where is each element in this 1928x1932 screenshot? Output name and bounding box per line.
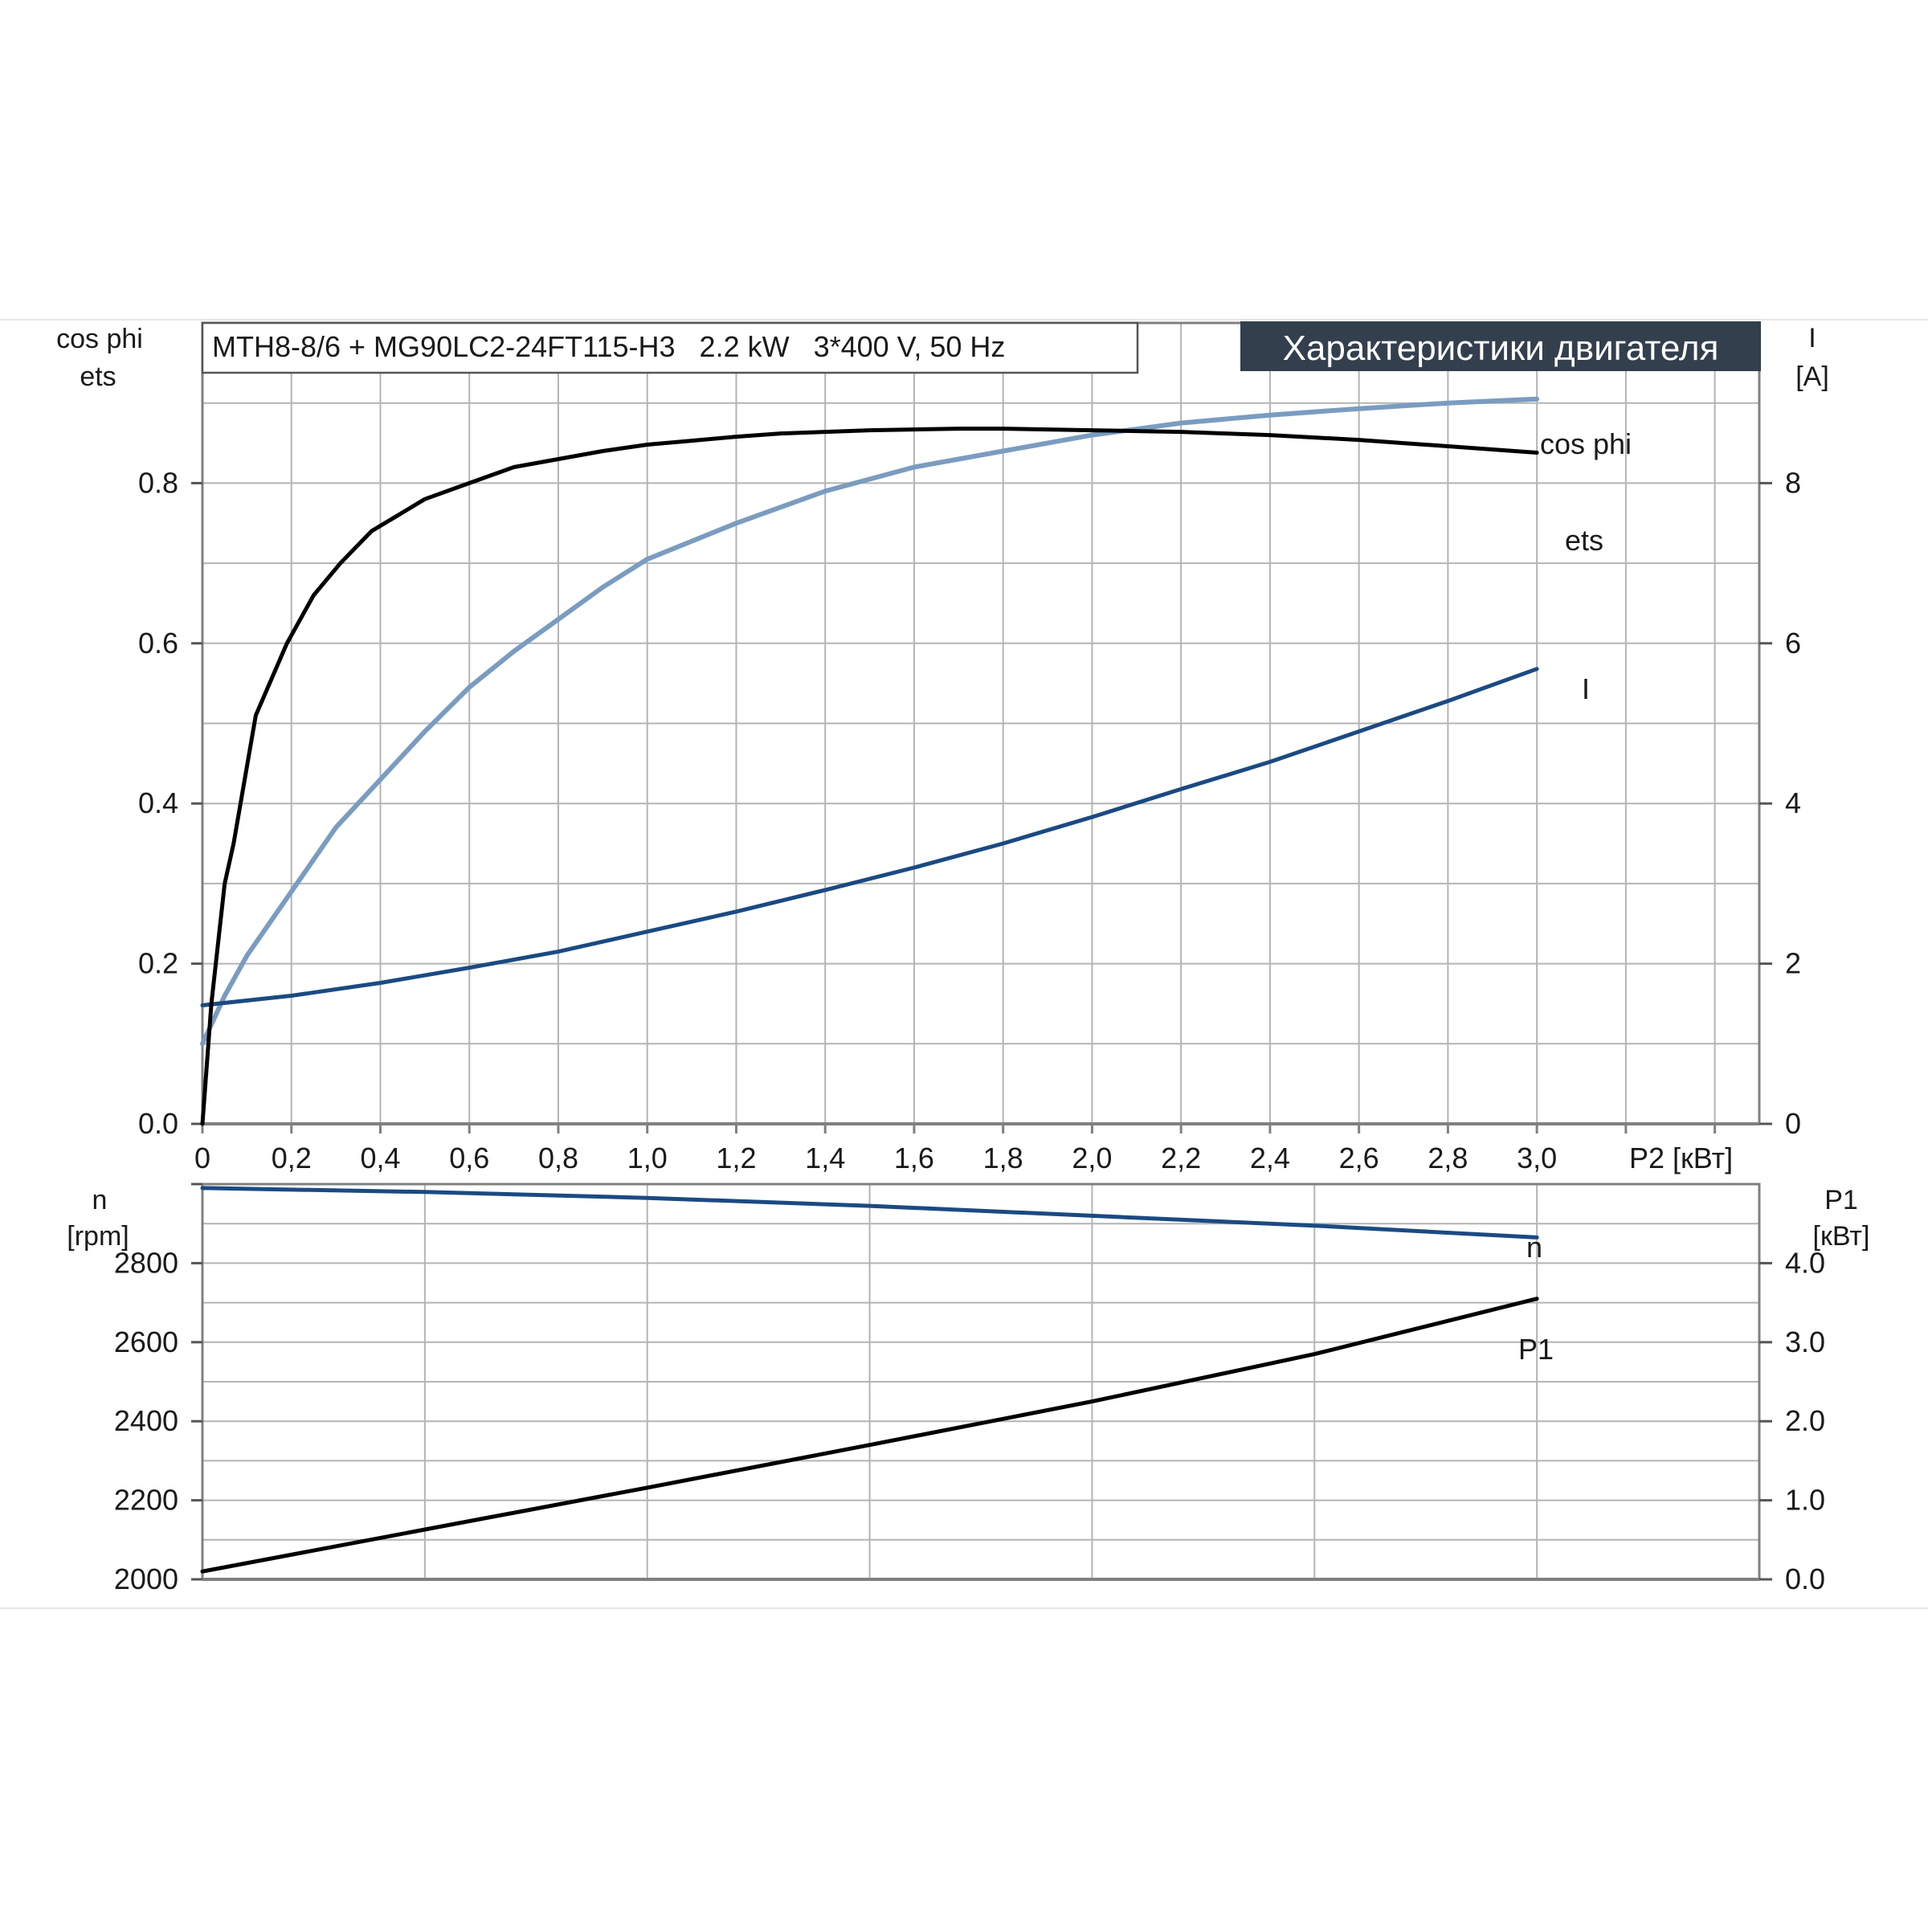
bottom-right-tick-label: 1.0 xyxy=(1785,1484,1825,1517)
bottom-right-tick-label: 0.0 xyxy=(1785,1562,1825,1595)
series-label-i: I xyxy=(1582,672,1590,705)
model-label: MTH8-8/6 + MG90LC2-24FT115-H3 2.2 kW 3*4… xyxy=(212,330,1005,363)
x-tick-label: 2,2 xyxy=(1161,1142,1201,1174)
series-line-cos-phi xyxy=(200,396,1540,1047)
title-badge-text: Характеристики двигателя xyxy=(1283,329,1719,368)
tick-labels: 0 0,2 0,4 0,6 0,8 1,0 1,2 1,4 1,6 1,8 2,0 2,2 2,4 2,6… xyxy=(114,466,1825,1595)
x-axis-label: P2 [кВт] xyxy=(1629,1142,1733,1174)
bottom-left-tick-label: 2200 xyxy=(114,1484,178,1517)
x-tick-label: 0,6 xyxy=(449,1142,489,1174)
series-lines xyxy=(200,396,1540,1574)
top-right-axis-label-2: [A] xyxy=(1795,361,1829,392)
series-label-cos-phi: cos phi xyxy=(1540,427,1632,460)
x-tick-label: 2,4 xyxy=(1250,1142,1290,1174)
x-tick-label: 0,8 xyxy=(538,1142,578,1174)
x-tick-label: 0,4 xyxy=(360,1142,400,1174)
bottom-right-axis-label-1: P1 xyxy=(1824,1185,1858,1215)
left-tick-label: 0.2 xyxy=(138,947,178,980)
series-label-ets: ets xyxy=(1565,524,1603,557)
series-label-n: n xyxy=(1526,1231,1542,1264)
right-tick-label: 4 xyxy=(1785,786,1801,819)
x-tick-label: 1,8 xyxy=(983,1142,1023,1174)
right-tick-label: 2 xyxy=(1785,947,1801,980)
x-tick-label: 1,6 xyxy=(894,1142,934,1174)
x-tick-label: 1,2 xyxy=(716,1142,756,1174)
bottom-left-tick-label: 2800 xyxy=(114,1246,178,1279)
x-tick-label: 2,6 xyxy=(1339,1142,1379,1174)
series-line-n xyxy=(200,1186,1539,1240)
series-label-p1: P1 xyxy=(1518,1333,1554,1366)
series-labels: cos phi ets In P1 xyxy=(1518,427,1632,1366)
left-tick-label: 0.0 xyxy=(138,1107,178,1140)
x-tick-label: 2,8 xyxy=(1428,1142,1468,1174)
bottom-right-axis-label-2: [кВт] xyxy=(1813,1221,1870,1252)
model-label-box xyxy=(201,321,1139,374)
bottom-left-tick-label: 2600 xyxy=(114,1325,178,1358)
right-tick-label: 0 xyxy=(1785,1107,1801,1140)
bottom-right-tick-label: 3.0 xyxy=(1785,1325,1825,1358)
bottom-right-tick-label: 4.0 xyxy=(1785,1246,1825,1279)
left-tick-label: 0.8 xyxy=(138,466,178,499)
top-left-axis-label-1: cos phi xyxy=(56,324,143,354)
bottom-left-tick-label: 2400 xyxy=(114,1404,178,1437)
top-right-axis-label-1: I xyxy=(1808,323,1816,353)
title-badge xyxy=(1240,321,1761,371)
left-tick-label: 0.4 xyxy=(138,786,178,819)
bottom-left-axis-label-2: [rpm] xyxy=(67,1221,129,1252)
x-tick-label: 1,4 xyxy=(805,1142,845,1174)
x-tick-label: 2,0 xyxy=(1072,1142,1112,1174)
series-line-ets xyxy=(200,427,1539,1126)
right-tick-label: 6 xyxy=(1785,627,1801,660)
top-left-axis-label-2: ets xyxy=(80,361,116,392)
x-tick-label: 0 xyxy=(194,1142,210,1174)
bottom-left-axis-label-1: n xyxy=(92,1185,108,1215)
series-line-I xyxy=(200,667,1539,1007)
left-tick-label: 0.6 xyxy=(138,627,178,660)
bottom-right-tick-label: 2.0 xyxy=(1785,1404,1825,1437)
bottom-chart-grid xyxy=(201,1182,1761,1581)
series-line-P1 xyxy=(200,1297,1539,1574)
x-tick-label: 0,2 xyxy=(272,1142,312,1174)
x-tick-label: 1,0 xyxy=(627,1142,668,1174)
bottom-left-tick-label: 2000 xyxy=(114,1562,178,1595)
x-tick-label: 3,0 xyxy=(1517,1142,1557,1174)
right-tick-label: 8 xyxy=(1785,466,1801,499)
